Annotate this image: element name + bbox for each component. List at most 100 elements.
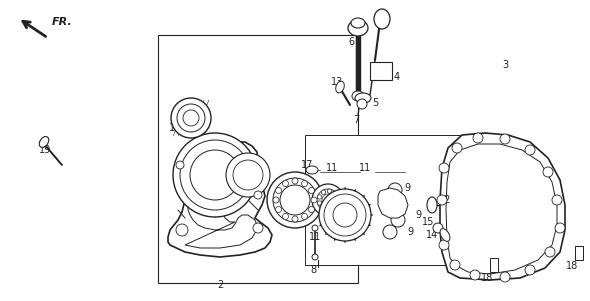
Ellipse shape: [171, 98, 211, 138]
Text: 6: 6: [348, 37, 354, 47]
Ellipse shape: [292, 216, 298, 222]
Ellipse shape: [352, 91, 364, 101]
Ellipse shape: [351, 18, 365, 28]
Text: 4: 4: [394, 72, 400, 82]
Ellipse shape: [470, 270, 480, 280]
Ellipse shape: [273, 178, 317, 222]
Ellipse shape: [391, 213, 405, 227]
Ellipse shape: [301, 181, 307, 187]
Ellipse shape: [500, 134, 510, 144]
Text: 15: 15: [422, 217, 434, 227]
Ellipse shape: [226, 153, 270, 197]
Ellipse shape: [253, 223, 263, 233]
Ellipse shape: [190, 150, 240, 200]
Ellipse shape: [309, 206, 314, 213]
Ellipse shape: [176, 224, 188, 236]
Ellipse shape: [233, 160, 263, 190]
Text: 20: 20: [328, 193, 340, 203]
Text: 11: 11: [359, 163, 371, 173]
Ellipse shape: [439, 163, 449, 173]
Ellipse shape: [319, 189, 371, 241]
Text: 2: 2: [217, 280, 223, 290]
Polygon shape: [446, 144, 557, 274]
Ellipse shape: [292, 178, 298, 184]
Text: 9: 9: [415, 210, 421, 220]
Text: 7: 7: [353, 115, 359, 125]
Ellipse shape: [173, 133, 257, 217]
Text: 18: 18: [481, 273, 493, 283]
Ellipse shape: [374, 9, 390, 29]
Ellipse shape: [177, 104, 205, 132]
Text: 16: 16: [169, 123, 181, 133]
Text: 11: 11: [309, 232, 321, 242]
Ellipse shape: [440, 229, 450, 241]
Ellipse shape: [311, 197, 317, 203]
Ellipse shape: [333, 192, 337, 197]
Polygon shape: [440, 133, 565, 280]
Ellipse shape: [180, 140, 250, 210]
Ellipse shape: [525, 265, 535, 275]
Ellipse shape: [283, 213, 289, 219]
Ellipse shape: [452, 143, 462, 153]
Ellipse shape: [176, 161, 184, 169]
Polygon shape: [168, 142, 272, 257]
Ellipse shape: [433, 223, 443, 233]
Ellipse shape: [317, 189, 339, 211]
Ellipse shape: [312, 184, 344, 216]
Bar: [575, 246, 583, 260]
Text: 3: 3: [502, 60, 508, 70]
Ellipse shape: [555, 223, 565, 233]
Polygon shape: [378, 188, 408, 218]
Ellipse shape: [450, 260, 460, 270]
Ellipse shape: [525, 145, 535, 155]
Text: 11: 11: [326, 163, 338, 173]
Ellipse shape: [543, 167, 553, 177]
Text: 9: 9: [404, 183, 410, 193]
Ellipse shape: [333, 203, 357, 227]
Ellipse shape: [322, 194, 334, 206]
Text: 8: 8: [310, 265, 316, 275]
Text: 14: 14: [426, 230, 438, 240]
Ellipse shape: [283, 181, 289, 187]
Ellipse shape: [312, 225, 318, 231]
Ellipse shape: [306, 166, 318, 174]
Ellipse shape: [333, 203, 337, 208]
Text: 9: 9: [407, 227, 413, 237]
Ellipse shape: [388, 183, 402, 197]
Bar: [305, 135, 460, 265]
Ellipse shape: [355, 93, 371, 103]
Ellipse shape: [552, 195, 562, 205]
Ellipse shape: [393, 198, 407, 212]
Text: 21: 21: [286, 207, 298, 217]
Ellipse shape: [437, 195, 447, 205]
Ellipse shape: [276, 188, 281, 194]
Ellipse shape: [327, 207, 332, 211]
Ellipse shape: [183, 110, 199, 126]
Ellipse shape: [322, 206, 326, 210]
Ellipse shape: [40, 137, 49, 147]
Ellipse shape: [312, 254, 318, 260]
Ellipse shape: [500, 272, 510, 282]
Ellipse shape: [301, 213, 307, 219]
Text: 18: 18: [566, 261, 578, 271]
Bar: [370, 62, 392, 80]
Ellipse shape: [273, 197, 279, 203]
Text: 19: 19: [39, 145, 51, 155]
Ellipse shape: [545, 247, 555, 257]
Ellipse shape: [276, 206, 281, 213]
Bar: [490, 258, 498, 272]
Ellipse shape: [317, 195, 322, 199]
Bar: [158, 35, 358, 283]
Ellipse shape: [336, 81, 345, 93]
Ellipse shape: [348, 20, 368, 36]
Ellipse shape: [427, 197, 437, 213]
Ellipse shape: [280, 185, 310, 215]
Ellipse shape: [357, 99, 367, 109]
Ellipse shape: [309, 188, 314, 194]
Ellipse shape: [317, 201, 322, 205]
Ellipse shape: [322, 190, 326, 194]
Text: 12: 12: [439, 195, 451, 205]
Ellipse shape: [267, 172, 323, 228]
Text: 13: 13: [331, 77, 343, 87]
Text: 10: 10: [327, 215, 339, 225]
